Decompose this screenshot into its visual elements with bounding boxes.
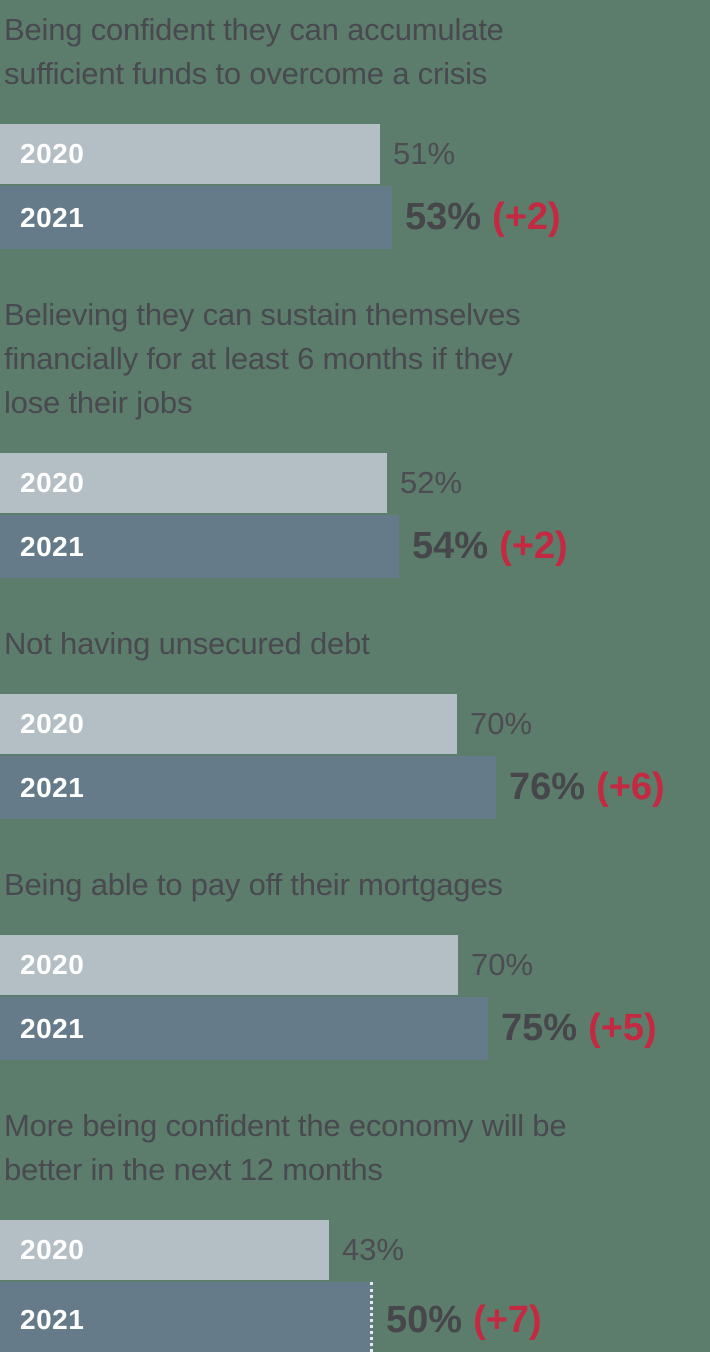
bar-row-2020: 2020 52% (0, 453, 710, 513)
bar-value-2020: 51% (393, 136, 456, 171)
chart-section: More being confident the economy will be… (0, 1104, 710, 1352)
chart-section: Being confident they can accumulate suff… (0, 8, 710, 249)
bar-value-2020: 70% (470, 706, 533, 741)
bar-2021: 2021 (0, 997, 488, 1060)
bar-row-2020: 2020 70% (0, 935, 710, 995)
bar-2020: 2020 (0, 935, 458, 995)
bar-value-2021-number: 76% (509, 766, 586, 808)
bar-2021: 2021 (0, 756, 496, 819)
bar-row-2020: 2020 51% (0, 124, 710, 184)
bar-year-label-2020: 2020 (20, 138, 85, 169)
bar-year-label-2021: 2021 (20, 201, 85, 233)
section-title: Believing they can sustain themselves fi… (4, 297, 521, 420)
bar-year-label-2020: 2020 (20, 708, 85, 739)
bar-2020: 2020 (0, 124, 380, 184)
bar-value-2021-delta: (+2) (499, 525, 568, 567)
bar-row-2021: 2021 76% (+6) (0, 756, 710, 819)
bar-year-label-2021: 2021 (20, 771, 85, 803)
section-title: More being confident the economy will be… (4, 1108, 567, 1187)
bar-value-2021-delta: (+6) (596, 766, 665, 808)
bar-row-2020: 2020 43% (0, 1220, 710, 1280)
chart-section: Not having unsecured debt 2020 70% 2021 … (0, 622, 710, 819)
section-title: Not having unsecured debt (4, 626, 370, 661)
bar-value-2021-delta: (+7) (473, 1298, 542, 1341)
bar-value-2021-number: 54% (412, 525, 489, 567)
bar-value-2021-delta: (+2) (492, 196, 561, 238)
section-title: Being confident they can accumulate suff… (4, 12, 504, 91)
bar-value-2021-delta: (+5) (588, 1007, 657, 1049)
chart-section: Believing they can sustain themselves fi… (0, 293, 710, 578)
chart-root: Being confident they can accumulate suff… (0, 8, 710, 1352)
bar-value-2021: 54% (+2) (412, 525, 568, 568)
section-title: Being able to pay off their mortgages (4, 867, 503, 902)
bar-year-label-2020: 2020 (20, 467, 85, 498)
bar-row-2021: 2021 75% (+5) (0, 997, 710, 1060)
bar-row-2021: 2021 54% (+2) (0, 515, 710, 578)
bar-value-2020: 43% (342, 1232, 405, 1267)
bar-2021: 2021 (0, 515, 399, 578)
bar-value-2021-number: 50% (386, 1298, 463, 1341)
bar-row-2020: 2020 70% (0, 694, 710, 754)
bar-year-label-2021: 2021 (20, 1012, 85, 1044)
bar-value-2021: 53% (+2) (405, 196, 561, 239)
bar-2020: 2020 (0, 1220, 329, 1280)
bar-2020: 2020 (0, 694, 457, 754)
bar-row-2021: 2021 53% (+2) (0, 186, 710, 249)
bar-value-2020: 70% (471, 947, 534, 982)
bar-value-2021: 76% (+6) (509, 766, 665, 809)
bar-year-label-2021: 2021 (20, 530, 85, 562)
bar-value-2020: 52% (400, 465, 463, 500)
bar-year-label-2021: 2021 (20, 1304, 85, 1335)
bar-row-2021: 2021 50% (+7) (0, 1282, 710, 1352)
bar-value-2021-number: 53% (405, 196, 482, 238)
bar-2021: 2021 (0, 1282, 373, 1352)
bar-value-2021: 50% (+7) (386, 1299, 542, 1342)
bar-value-2021: 75% (+5) (501, 1007, 657, 1050)
bar-value-2021-number: 75% (501, 1007, 578, 1049)
bar-year-label-2020: 2020 (20, 1234, 85, 1265)
bar-year-label-2020: 2020 (20, 949, 85, 980)
bar-2020: 2020 (0, 453, 387, 513)
chart-section: Being able to pay off their mortgages 20… (0, 863, 710, 1060)
bar-2021: 2021 (0, 186, 392, 249)
